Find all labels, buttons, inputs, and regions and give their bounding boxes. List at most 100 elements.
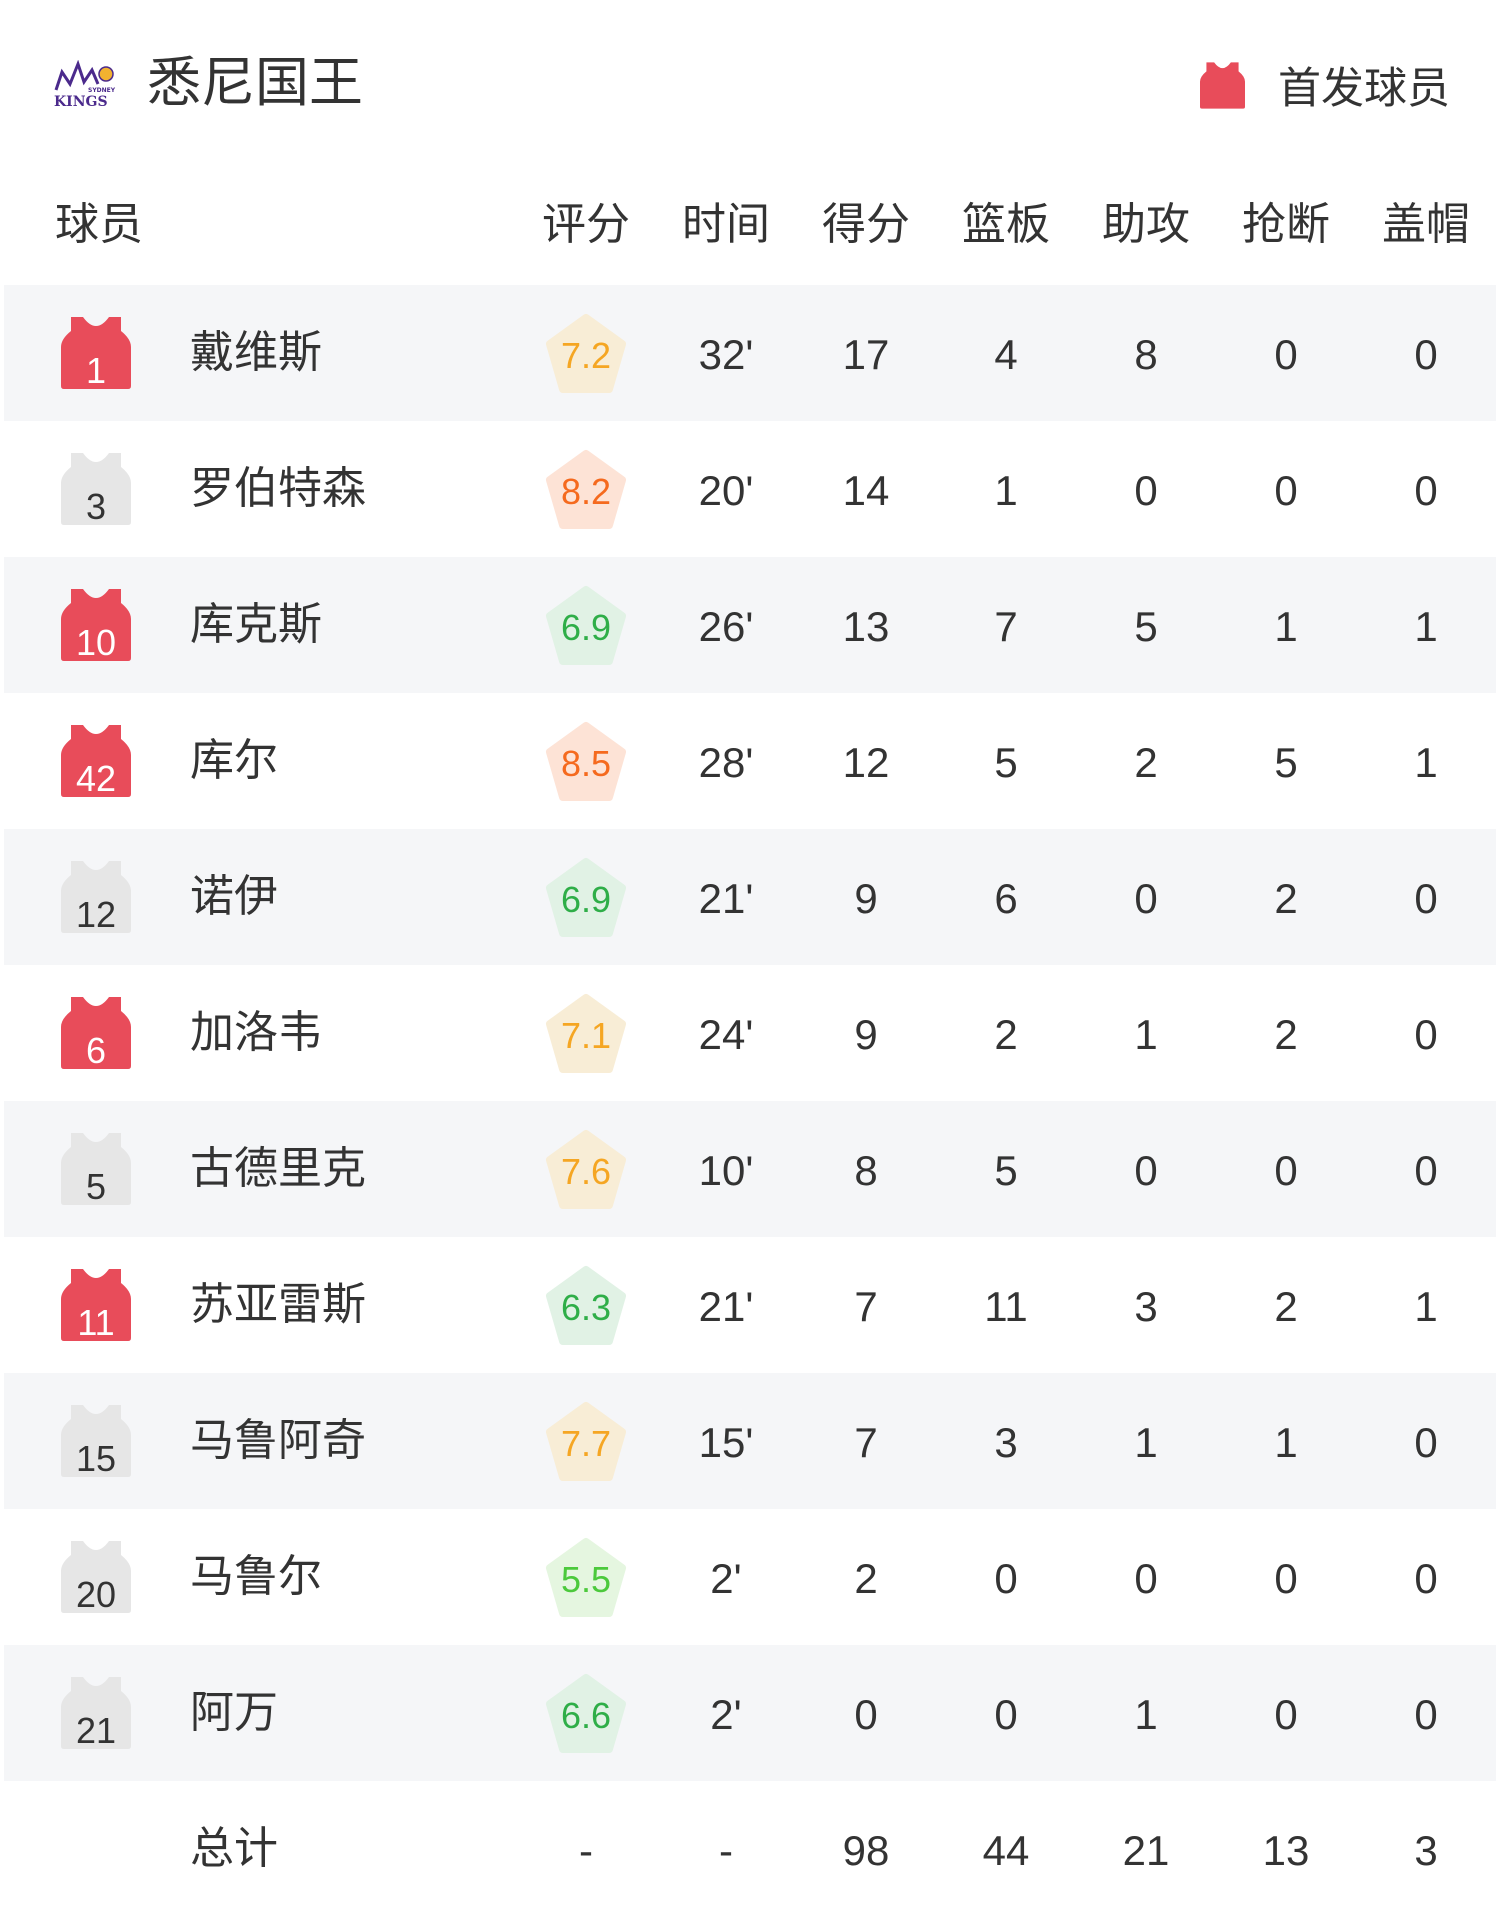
rating-badge: 6.9 [545,585,627,667]
stat-points: 8 [854,1147,878,1194]
stat-assists: 1 [1134,1011,1158,1058]
player-row[interactable]: 11 苏亚雷斯 6.3 21' 7 11 3 2 1 [0,1237,1500,1373]
stat-rebounds: 2 [994,1011,1018,1058]
stat-assists: 1 [1134,1419,1158,1466]
jersey-icon: 12 [61,861,131,933]
stat-rebounds: 1 [994,467,1018,514]
player-name[interactable]: 马鲁阿奇 [190,1415,366,1466]
column-header-player: 球员 [55,199,143,250]
total-steals: 13 [1262,1827,1310,1874]
rating-value: 8.5 [560,743,612,784]
stat-blocks: 0 [1414,331,1438,378]
rating-value: 7.1 [560,1015,612,1056]
stat-blocks: 1 [1414,739,1438,786]
jersey-icon: 21 [61,1677,131,1749]
stat-minutes: 15' [698,1419,754,1466]
stat-rebounds: 0 [994,1691,1018,1738]
jersey-shape [61,1541,131,1613]
stat-blocks: 0 [1414,1419,1438,1466]
rating-badge: 7.6 [545,1129,627,1211]
stat-steals: 2 [1274,875,1298,922]
stat-steals: 2 [1274,1283,1298,1330]
jersey-shape [61,725,131,797]
player-row[interactable]: 21 阿万 6.6 2' 0 0 1 0 0 [4,1645,1496,1781]
player-row[interactable]: 3 罗伯特森 8.2 20' 14 1 0 0 0 [0,421,1500,557]
player-row[interactable]: 5 古德里克 7.6 10' 8 5 0 0 0 [4,1101,1496,1237]
stat-minutes: 2' [710,1555,742,1602]
stat-assists: 3 [1134,1283,1158,1330]
stat-steals: 0 [1274,1555,1298,1602]
player-row[interactable]: 6 加洛韦 7.1 24' 9 2 1 2 0 [0,965,1500,1101]
pentagon-icon [546,858,626,937]
stat-assists: 0 [1134,467,1158,514]
stat-points: 17 [842,331,890,378]
jersey-shape [61,1133,131,1205]
legend-label: 首发球员 [1278,64,1450,114]
stat-assists: 0 [1134,1147,1158,1194]
player-name[interactable]: 戴维斯 [190,327,322,378]
jersey-icon [1200,61,1245,109]
player-row[interactable]: 15 马鲁阿奇 7.7 15' 7 3 1 1 0 [4,1373,1496,1509]
column-header-points: 得分 [822,199,910,250]
stat-minutes: 21' [698,875,754,922]
stat-steals: 2 [1274,1011,1298,1058]
rating-badge: 6.3 [545,1265,627,1347]
player-name[interactable]: 阿万 [190,1687,278,1738]
stat-rebounds: 7 [994,603,1018,650]
rating-badge: 5.5 [545,1537,627,1619]
rating-badge: 7.7 [545,1401,627,1483]
jersey-icon: 6 [61,997,131,1069]
stat-blocks: 0 [1414,875,1438,922]
stat-rebounds: 5 [994,1147,1018,1194]
player-row[interactable]: 42 库尔 8.5 28' 12 5 2 5 1 [0,693,1500,829]
rating-value: 7.2 [560,335,612,376]
player-name[interactable]: 加洛韦 [190,1007,322,1058]
jersey-number: 11 [77,1302,114,1341]
pentagon-icon [546,722,626,801]
stat-points: 9 [854,1011,878,1058]
jersey-number: 3 [86,486,106,525]
stat-rebounds: 5 [994,739,1018,786]
stat-points: 0 [854,1691,878,1738]
team-logo: SYDNEY KINGS [54,60,116,110]
stat-assists: 1 [1134,1691,1158,1738]
stat-rebounds: 11 [984,1283,1028,1330]
stat-points: 7 [854,1419,878,1466]
player-row[interactable]: 12 诺伊 6.9 21' 9 6 0 2 0 [4,829,1496,965]
stat-points: 12 [842,739,890,786]
jersey-shape [61,453,131,525]
rating-badge: 8.2 [545,449,627,531]
stat-rebounds: 4 [994,331,1018,378]
player-row[interactable]: 20 马鲁尔 5.5 2' 2 0 0 0 0 [0,1509,1500,1645]
jersey-icon: 5 [61,1133,131,1205]
rating-value: 6.9 [560,879,612,920]
stat-points: 2 [854,1555,878,1602]
rating-value: 7.6 [560,1151,612,1192]
stat-minutes: 20' [698,467,754,514]
player-name[interactable]: 罗伯特森 [190,463,366,514]
column-header-time: 时间 [682,199,770,250]
pentagon-icon [546,1674,626,1753]
player-name[interactable]: 库尔 [190,735,278,786]
stat-steals: 0 [1274,331,1298,378]
player-name[interactable]: 苏亚雷斯 [190,1279,366,1330]
stat-assists: 0 [1134,875,1158,922]
column-header-blocks: 盖帽 [1382,199,1470,250]
stat-minutes: 32' [698,331,754,378]
player-row[interactable]: 1 戴维斯 7.2 32' 17 4 8 0 0 [4,285,1496,421]
jersey-shape [61,997,131,1069]
player-name[interactable]: 诺伊 [190,871,278,922]
stat-blocks: 0 [1414,467,1438,514]
player-name[interactable]: 库克斯 [190,599,322,650]
jersey-shape [61,1269,131,1341]
stat-steals: 0 [1274,1147,1298,1194]
rating-badge: 6.9 [545,857,627,939]
stat-steals: 5 [1274,739,1298,786]
total-rebounds: 44 [982,1827,1030,1874]
stat-steals: 0 [1274,1691,1298,1738]
rating-value: 5.5 [560,1559,612,1600]
player-name[interactable]: 古德里克 [190,1143,366,1194]
player-name[interactable]: 马鲁尔 [190,1551,322,1602]
pentagon-icon [546,314,626,393]
player-row[interactable]: 10 库克斯 6.9 26' 13 7 5 1 1 [4,557,1496,693]
